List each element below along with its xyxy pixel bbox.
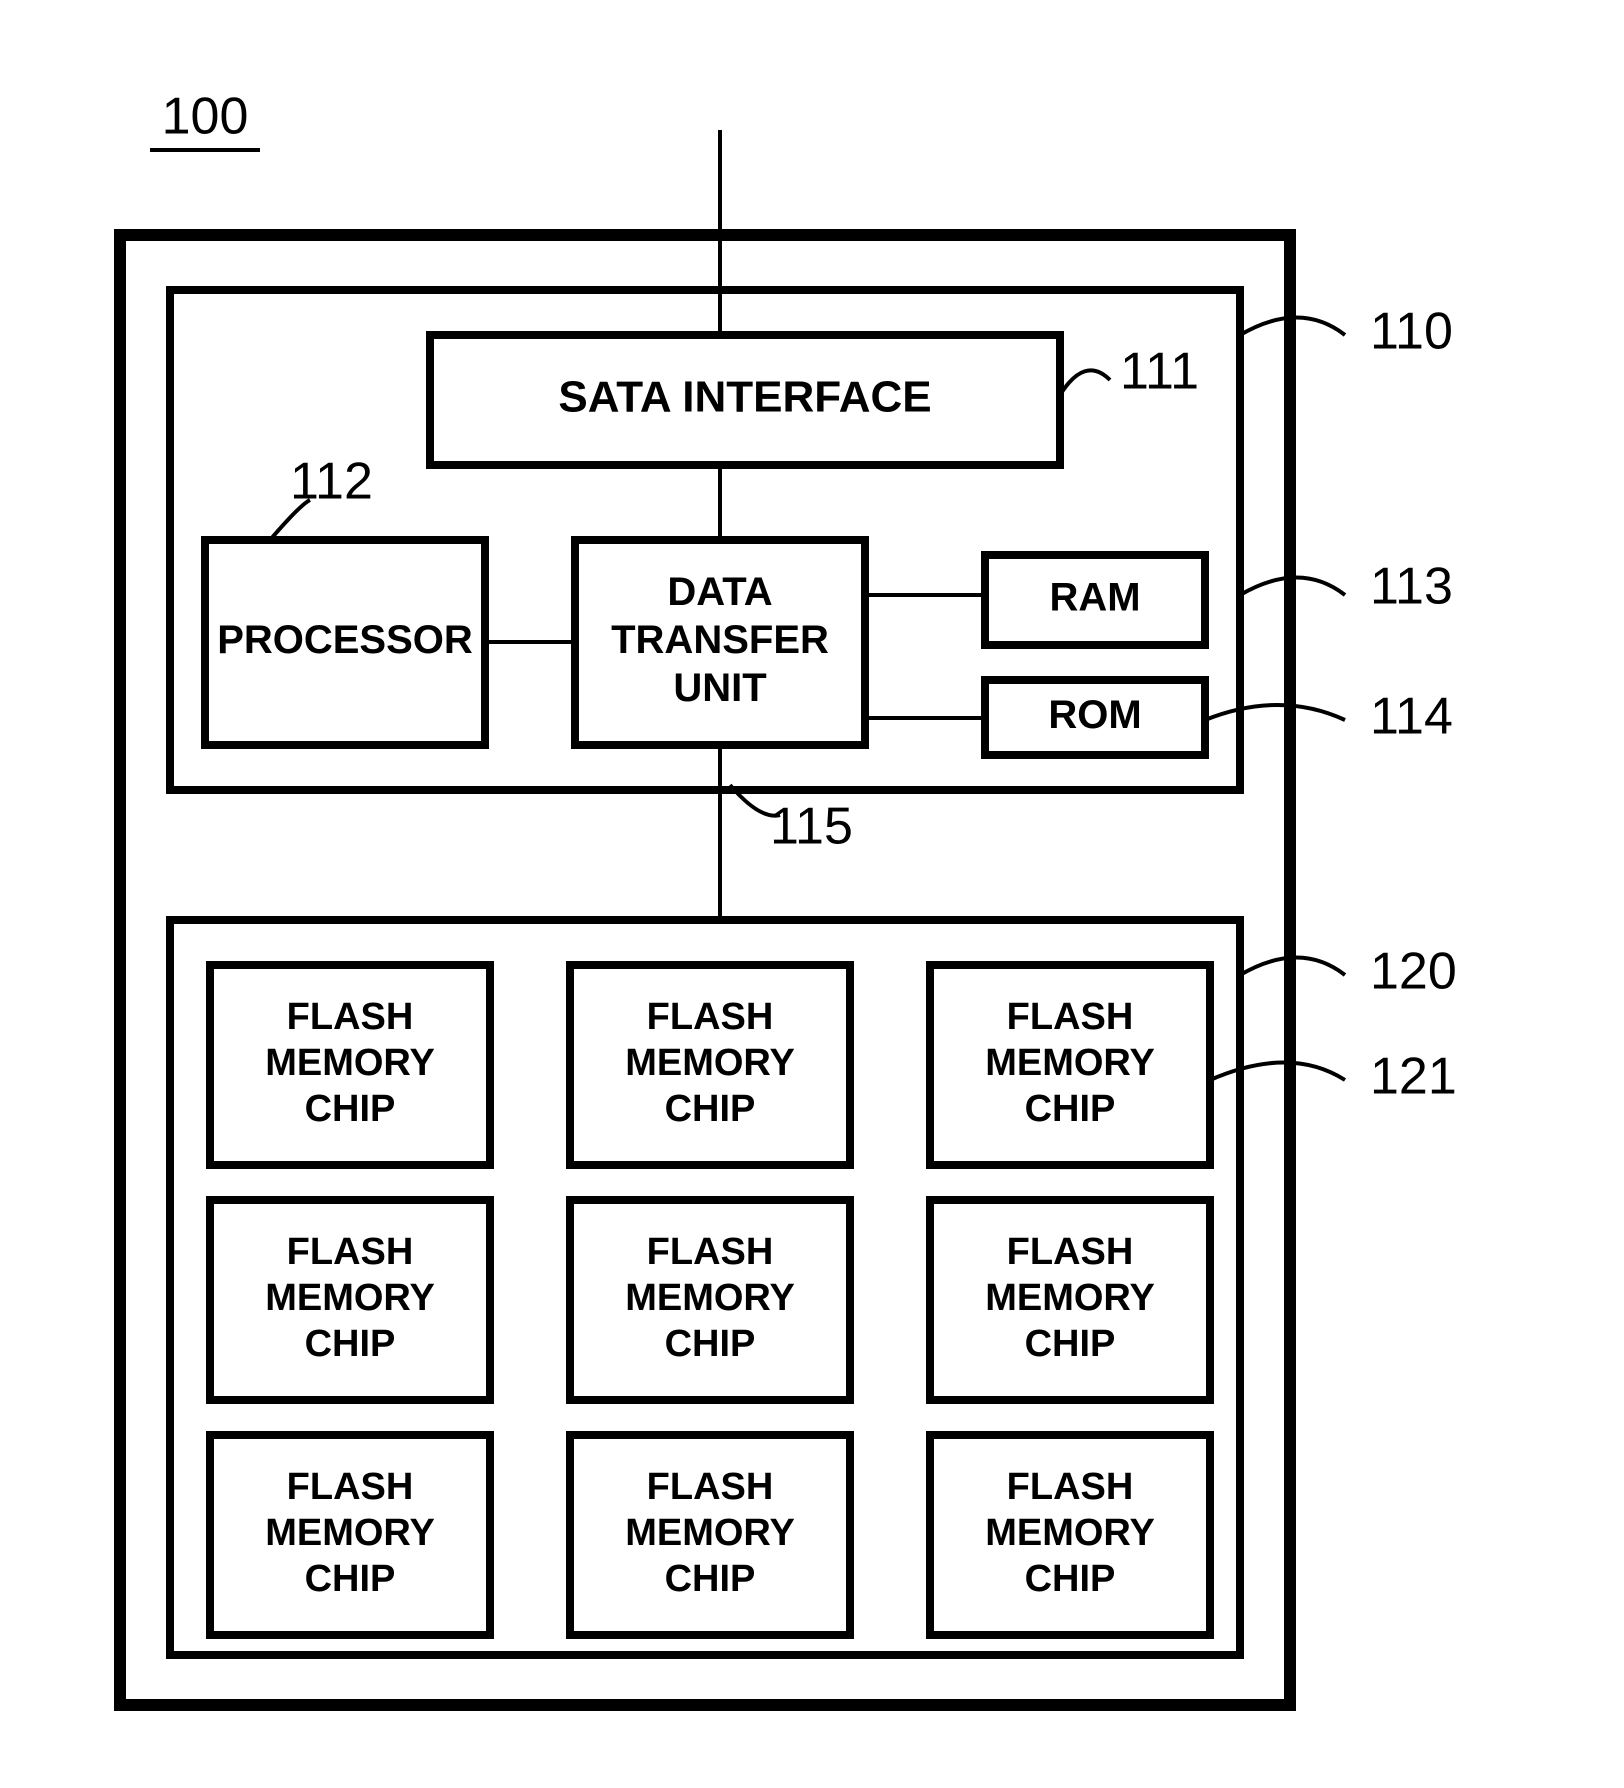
flash-memory-chip-label: MEMORY <box>985 1277 1155 1319</box>
reference-number: 120 <box>1370 943 1457 1001</box>
flash-memory-chip-label: FLASH <box>647 1231 774 1273</box>
flash-memory-chip-label: MEMORY <box>625 1512 795 1554</box>
data-transfer-unit-label: DATA <box>667 570 772 614</box>
sata-interface-label: SATA INTERFACE <box>558 373 931 422</box>
flash-memory-chip-label: CHIP <box>665 1088 756 1130</box>
leader-line <box>1210 1063 1345 1081</box>
ram-label: RAM <box>1049 576 1140 620</box>
flash-memory-chip-label: CHIP <box>305 1323 396 1365</box>
data-transfer-unit-label: UNIT <box>673 666 766 710</box>
flash-memory-chip-label: FLASH <box>1007 996 1134 1038</box>
flash-memory-chip-label: FLASH <box>1007 1231 1134 1273</box>
flash-memory-chip-label: FLASH <box>287 1466 414 1508</box>
flash-memory-chip-label: MEMORY <box>985 1042 1155 1084</box>
reference-number: 111 <box>1120 343 1199 401</box>
rom-label: ROM <box>1048 693 1141 737</box>
reference-number: 121 <box>1370 1048 1457 1106</box>
data-transfer-unit-label: TRANSFER <box>611 618 829 662</box>
flash-memory-chip-label: CHIP <box>305 1088 396 1130</box>
figure-number: 100 <box>162 88 249 146</box>
reference-number: 110 <box>1370 303 1453 361</box>
reference-number: 114 <box>1370 688 1453 746</box>
flash-memory-chip-label: MEMORY <box>265 1042 435 1084</box>
flash-memory-chip-label: FLASH <box>1007 1466 1134 1508</box>
reference-number: 113 <box>1370 558 1453 616</box>
processor-label: PROCESSOR <box>217 618 473 662</box>
flash-memory-chip-label: CHIP <box>665 1558 756 1600</box>
flash-memory-chip-label: FLASH <box>647 1466 774 1508</box>
reference-number: 115 <box>770 798 853 856</box>
flash-memory-chip-label: CHIP <box>665 1323 756 1365</box>
flash-memory-chip-label: MEMORY <box>625 1277 795 1319</box>
flash-memory-chip-label: MEMORY <box>625 1042 795 1084</box>
flash-memory-chip-label: CHIP <box>1025 1323 1116 1365</box>
flash-memory-chip-label: CHIP <box>1025 1558 1116 1600</box>
flash-memory-chip-label: MEMORY <box>985 1512 1155 1554</box>
flash-memory-chip-label: FLASH <box>647 996 774 1038</box>
leader-line <box>1060 370 1110 395</box>
flash-memory-chip-label: MEMORY <box>265 1277 435 1319</box>
flash-memory-chip-label: CHIP <box>305 1558 396 1600</box>
reference-number: 112 <box>290 453 373 511</box>
leader-line <box>1205 705 1345 720</box>
flash-memory-chip-label: CHIP <box>1025 1088 1116 1130</box>
flash-memory-chip-label: FLASH <box>287 996 414 1038</box>
flash-memory-chip-label: FLASH <box>287 1231 414 1273</box>
flash-memory-chip-label: MEMORY <box>265 1512 435 1554</box>
